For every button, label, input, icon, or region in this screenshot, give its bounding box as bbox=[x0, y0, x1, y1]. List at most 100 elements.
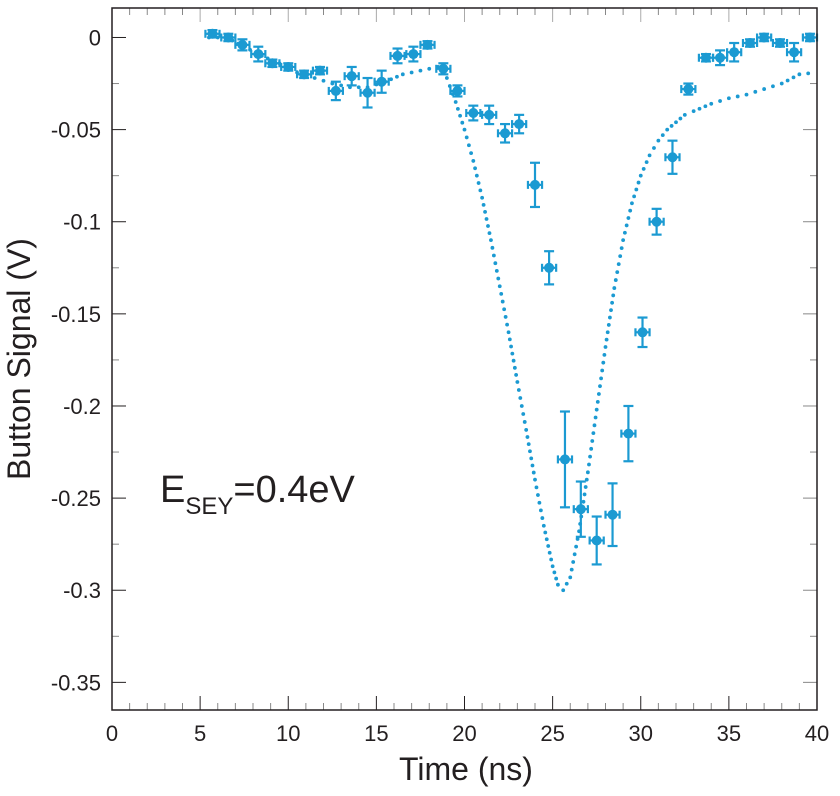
data-point bbox=[280, 61, 297, 72]
data-point bbox=[588, 515, 605, 566]
simulation-dot bbox=[395, 74, 399, 79]
simulation-dot bbox=[469, 151, 474, 155]
simulation-dot bbox=[458, 113, 462, 118]
data-point bbox=[295, 69, 313, 80]
simulation-dot bbox=[549, 557, 554, 562]
simulation-dot bbox=[525, 435, 530, 439]
simulation-dot bbox=[418, 68, 423, 73]
simulation-dot bbox=[462, 127, 467, 132]
data-point bbox=[526, 161, 544, 209]
data-marker bbox=[559, 454, 570, 465]
simulation-dot bbox=[592, 423, 597, 428]
data-marker bbox=[253, 49, 264, 60]
simulation-dot bbox=[585, 470, 590, 475]
simulation-dot bbox=[606, 323, 611, 327]
simulation-dot bbox=[678, 116, 683, 121]
data-point bbox=[697, 52, 715, 63]
data-marker bbox=[223, 32, 234, 43]
simulation-dot bbox=[409, 70, 414, 75]
simulation-dot bbox=[674, 120, 678, 125]
data-marker bbox=[267, 58, 278, 69]
data-marker bbox=[314, 65, 325, 76]
simulation-dot bbox=[561, 588, 566, 593]
simulation-dot bbox=[644, 160, 649, 165]
simulation-dot bbox=[619, 246, 624, 251]
simulation-dot bbox=[497, 284, 502, 289]
simulation-dot bbox=[785, 78, 790, 83]
simulation-dot bbox=[510, 351, 515, 356]
simulation-dot bbox=[533, 477, 537, 482]
simulation-dot bbox=[598, 384, 602, 389]
simulation-dot bbox=[455, 106, 460, 111]
simulation-dot bbox=[312, 76, 317, 80]
simulation-dot bbox=[669, 124, 674, 128]
data-point bbox=[510, 113, 528, 135]
x-tick-label: 40 bbox=[805, 721, 829, 746]
data-point bbox=[755, 32, 773, 43]
simulation-dot bbox=[427, 66, 432, 71]
simulation-dot bbox=[476, 181, 481, 185]
simulation-dot bbox=[574, 544, 579, 549]
simulation-dot bbox=[652, 146, 656, 150]
simulation-dot bbox=[806, 71, 811, 76]
data-point bbox=[220, 32, 237, 43]
simulation-dot bbox=[480, 195, 485, 200]
simulation-dot bbox=[511, 358, 516, 363]
simulation-dot bbox=[519, 404, 524, 408]
data-marker bbox=[759, 32, 770, 43]
simulation-dot bbox=[703, 104, 708, 109]
data-point bbox=[572, 480, 589, 538]
simulation-dot bbox=[506, 330, 511, 335]
data-marker bbox=[362, 87, 373, 98]
simulation-dot bbox=[797, 72, 802, 77]
simulation-dot bbox=[603, 345, 608, 349]
simulation-dot bbox=[636, 180, 641, 185]
data-point bbox=[465, 104, 482, 122]
simulation-dot bbox=[512, 365, 517, 370]
simulation-dot bbox=[502, 307, 507, 312]
x-tick-label: 30 bbox=[629, 721, 653, 746]
simulation-dot bbox=[612, 286, 617, 290]
x-tick-label: 35 bbox=[717, 721, 741, 746]
data-marker bbox=[530, 179, 540, 190]
simulation-dot bbox=[521, 412, 526, 416]
data-marker bbox=[683, 84, 694, 95]
simulation-dot bbox=[771, 84, 775, 89]
data-point bbox=[373, 69, 390, 94]
simulation-dot bbox=[526, 442, 531, 447]
simulation-dot bbox=[522, 420, 527, 424]
simulation-dot bbox=[609, 308, 613, 313]
simulation-dot bbox=[595, 399, 600, 404]
data-point bbox=[664, 139, 681, 175]
data-marker bbox=[408, 49, 419, 60]
simulation-dot bbox=[599, 376, 603, 381]
simulation-dot bbox=[484, 217, 489, 221]
simulation-dot bbox=[568, 575, 573, 580]
data-marker bbox=[607, 509, 618, 520]
simulation-dot bbox=[735, 94, 740, 99]
simulation-dot bbox=[494, 268, 499, 273]
simulation-dot bbox=[621, 238, 626, 243]
data-marker bbox=[346, 71, 357, 82]
data-marker bbox=[700, 52, 711, 63]
simulation-dot bbox=[490, 245, 495, 250]
axis-ticks bbox=[111, 8, 818, 710]
y-tick-label: -0.25 bbox=[51, 486, 101, 511]
simulation-dot bbox=[473, 166, 477, 171]
simulation-dot bbox=[529, 456, 534, 461]
data-point bbox=[648, 207, 665, 236]
data-marker bbox=[745, 38, 756, 49]
simulation-dot bbox=[500, 299, 505, 304]
data-marker bbox=[468, 108, 479, 119]
simulation-dot bbox=[588, 454, 592, 459]
data-point bbox=[620, 404, 637, 463]
simulation-dot bbox=[569, 567, 574, 572]
simulation-dot bbox=[762, 87, 767, 91]
data-point bbox=[311, 65, 329, 76]
simulation-dot bbox=[530, 463, 535, 468]
data-point bbox=[680, 82, 697, 96]
x-tick-label: 15 bbox=[364, 721, 388, 746]
simulation-dot bbox=[541, 523, 546, 528]
data-marker bbox=[484, 109, 495, 120]
simulation-dot bbox=[632, 194, 637, 199]
